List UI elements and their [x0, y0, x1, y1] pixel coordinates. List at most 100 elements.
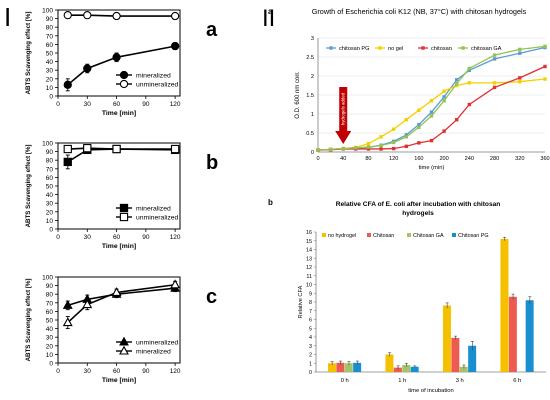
y-tick-label: 0: [311, 150, 314, 156]
legend-marker: [329, 46, 333, 50]
x-tick-label: 1 h: [398, 378, 406, 384]
legend-label: unmineralized: [136, 215, 179, 222]
data-point-chitosan: [455, 118, 459, 122]
legend-marker: [119, 336, 129, 346]
data-point-chitosan: [379, 147, 383, 151]
y-tick-label: 0: [309, 370, 312, 376]
data-point-no gel: [455, 83, 459, 88]
data-point-chitosan PG: [518, 51, 522, 55]
y-tick-label: 30: [46, 201, 54, 208]
legend-label: Chitosan GA: [413, 233, 444, 239]
data-point-unmineralized: [112, 11, 121, 21]
x-axis-label: Time [min]: [102, 243, 136, 250]
y-tick-label: 1: [311, 112, 314, 118]
bar-Chitosan PG: [468, 345, 477, 372]
series-line-mineralized: [67, 45, 176, 86]
x-tick-label: 0: [56, 368, 60, 375]
chart-title: Relative CFA of E. coli after incubation…: [336, 201, 501, 217]
y-tick-label: 30: [46, 335, 54, 342]
x-tick-label: 360: [540, 156, 549, 162]
x-tick-label: 90: [142, 234, 150, 241]
annotation-arrow-shaft: [339, 87, 348, 131]
data-point-no gel: [467, 81, 472, 85]
x-axis-label: time (min): [419, 165, 445, 171]
bar-Chitosan GA: [344, 363, 353, 372]
y-tick-label: 50: [46, 51, 54, 58]
bar-Chitosan GA: [402, 365, 411, 372]
data-point-chitosan GA: [429, 114, 434, 118]
series-line-chitosan: [317, 65, 546, 151]
y-tick-label: 30: [46, 68, 54, 75]
data-point-chitosan GA: [341, 146, 345, 151]
y-tick-label: 50: [46, 184, 54, 191]
x-tick-label: 30: [84, 234, 92, 241]
x-tick-label: 120: [170, 234, 181, 241]
bar-Chitosan PG: [525, 300, 534, 372]
y-tick-label: 14: [306, 248, 312, 254]
y-tick-label: 90: [46, 149, 54, 156]
data-point-unmineralized: [62, 300, 73, 309]
y-tick-label: 80: [46, 158, 54, 165]
data-point-mineralized: [170, 41, 180, 51]
annotation-text: hydrogels added: [341, 92, 346, 125]
data-point-chitosan: [429, 138, 434, 143]
data-point-mineralized: [83, 64, 92, 73]
y-tick-label: 12: [306, 265, 312, 271]
annotation-arrow-head: [335, 131, 352, 144]
y-tick-label: 100: [42, 275, 53, 282]
y-tick-label: 10: [46, 218, 54, 225]
data-point-chitosan PG: [492, 57, 497, 61]
y-tick-label: 100: [42, 141, 53, 148]
y-axis-label: Relative CFA: [298, 285, 304, 318]
y-tick-label: 16: [306, 230, 312, 236]
chart-title-line: hydrogels: [402, 210, 434, 217]
data-point-no gel: [442, 89, 446, 93]
bar-no hydrogel: [442, 305, 451, 372]
data-point-unmineralized: [63, 11, 72, 20]
legend-marker: [119, 212, 129, 222]
series-line-mineralized: [67, 283, 176, 324]
y-tick-label: 1: [309, 361, 312, 367]
y-tick-label: 13: [306, 256, 312, 262]
legend-marker: [119, 79, 129, 89]
x-tick-label: 120: [389, 156, 398, 162]
data-point-mineralized: [112, 53, 121, 62]
bar-Chitosan: [451, 337, 460, 372]
data-point-chitosan: [391, 146, 396, 151]
bar-Chitosan PG: [410, 366, 419, 372]
y-tick-label: 6: [309, 318, 312, 324]
data-point-mineralized: [63, 157, 72, 167]
y-tick-label: 0: [49, 227, 53, 234]
y-tick-label: 0.5: [306, 131, 314, 137]
y-tick-label: 1.5: [306, 93, 314, 99]
x-tick-label: 0 h: [341, 378, 349, 384]
panel-letter: b: [206, 152, 218, 174]
x-axis-label: time of incubation: [408, 388, 453, 394]
legend-label: Chitosan PG: [458, 233, 489, 239]
x-tick-label: 90: [142, 368, 150, 375]
y-tick-label: 10: [46, 85, 54, 92]
x-tick-label: 0: [56, 101, 60, 108]
bar-Chitosan: [508, 296, 517, 372]
legend-marker: [378, 46, 382, 50]
x-tick-label: 6 h: [513, 378, 521, 384]
y-tick-label: 70: [46, 300, 54, 307]
x-tick-label: 60: [113, 101, 121, 108]
series-line-chitosan PG: [317, 46, 546, 151]
y-tick-label: 20: [46, 209, 54, 216]
legend-label: chitosan GA: [471, 46, 502, 52]
data-point-chitosan GA: [366, 145, 371, 149]
data-point-chitosan: [366, 147, 371, 151]
x-tick-label: 80: [365, 156, 371, 162]
legend-label: no gel: [388, 46, 403, 52]
data-point-unmineralized: [112, 144, 121, 154]
data-point-unmineralized: [170, 144, 180, 154]
data-point-chitosan GA: [518, 47, 522, 52]
data-point-chitosan GA: [354, 146, 358, 150]
data-point-no gel: [429, 99, 434, 103]
y-tick-label: 3: [309, 344, 312, 350]
y-tick-label: 60: [46, 309, 54, 316]
y-tick-label: 60: [46, 42, 54, 49]
panel-II-b: b Relative CFA of E. coli after incubatio…: [268, 198, 546, 394]
